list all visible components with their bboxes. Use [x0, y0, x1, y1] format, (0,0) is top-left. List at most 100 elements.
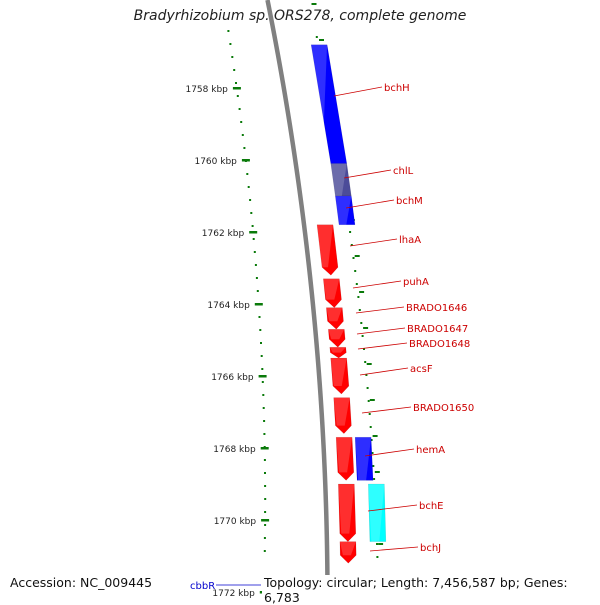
- gene-label-BRADO1650[interactable]: BRADO1650: [413, 403, 474, 414]
- gene-label-bchM[interactable]: bchM: [396, 196, 423, 207]
- gene-highlight: [368, 484, 385, 542]
- label-leader-bchE: [367, 504, 418, 512]
- gene-label-BRADO1647[interactable]: BRADO1647: [407, 324, 468, 335]
- gene-highlight: [355, 437, 372, 481]
- map-title: Bradyrhizobium sp. ORS278, complete geno…: [133, 8, 467, 24]
- minor-tick-dot: [354, 270, 357, 272]
- gene-highlight: [336, 437, 353, 473]
- gene-puhA[interactable]: [323, 278, 342, 308]
- minor-tick-dash: [354, 255, 360, 257]
- tick-dot: [233, 69, 236, 71]
- minor-tick-dot: [349, 231, 352, 233]
- minor-tick-dash: [374, 471, 380, 473]
- gene-acsF[interactable]: [330, 357, 350, 395]
- gene-label-BRADO1646[interactable]: BRADO1646: [406, 303, 467, 314]
- label-leader-hemA: [364, 448, 415, 457]
- tick-dot: [260, 342, 262, 344]
- minor-tick-dot: [367, 400, 370, 402]
- label-leader-lhaA: [349, 238, 398, 247]
- gene-label-bchE[interactable]: bchE: [419, 501, 444, 512]
- gene-highlight: [323, 278, 340, 300]
- tick-label: 1760 kbp: [194, 157, 237, 167]
- tick-dot: [264, 524, 267, 526]
- gene-BRADO1648[interactable]: [329, 346, 347, 359]
- label-leader-bchM: [345, 199, 395, 209]
- minor-tick-dash: [369, 399, 375, 401]
- tick-label: 1770 kbp: [214, 517, 257, 527]
- minor-tick-dot: [376, 543, 378, 545]
- gene-label-acsF[interactable]: acsF: [410, 364, 433, 375]
- gene-label-chlL[interactable]: chlL: [393, 166, 414, 177]
- gene-hemA-partner[interactable]: [354, 436, 374, 481]
- minor-tick-dot: [376, 556, 379, 558]
- minor-tick-dash: [319, 39, 324, 41]
- tick-dot: [256, 290, 259, 292]
- tick-dot: [231, 56, 234, 58]
- tick-dot: [236, 95, 239, 97]
- gene-bchJ[interactable]: [339, 541, 357, 564]
- tick-dot: [261, 381, 264, 383]
- minor-tick-dot: [350, 244, 353, 246]
- genome-summary: Topology: circular; Length: 7,456,587 bp…: [262, 575, 600, 605]
- tick-mark: [249, 231, 258, 234]
- tick-dot: [263, 433, 266, 435]
- tick-dot: [235, 82, 237, 84]
- label-leader-BRADO1646: [355, 306, 405, 314]
- gene-highlight: [338, 484, 355, 534]
- tick-dot: [263, 420, 266, 422]
- minor-tick-dot: [361, 335, 364, 337]
- gene-highlight: [333, 397, 350, 426]
- tick-dot: [227, 30, 230, 32]
- tick-dot: [254, 264, 257, 266]
- tick-dot: [240, 121, 243, 123]
- tick-dot: [251, 225, 254, 227]
- minor-tick-dot: [355, 283, 358, 285]
- minor-tick-dash: [311, 3, 317, 5]
- gene-highlight: [339, 541, 356, 556]
- tick-dot: [262, 407, 265, 409]
- gene-label-BRADO1648[interactable]: BRADO1648: [409, 339, 470, 350]
- minor-tick-dot: [357, 296, 360, 298]
- minor-tick-dot: [358, 309, 361, 311]
- gene-label-cbbR[interactable]: cbbR: [190, 581, 215, 592]
- tick-mark: [232, 87, 241, 90]
- tick-dot: [229, 43, 232, 45]
- label-leader-BRADO1647: [356, 327, 406, 335]
- gene-highlight: [329, 347, 346, 353]
- gene-label-lhaA[interactable]: lhaA: [399, 235, 421, 246]
- tick-dot: [262, 394, 265, 396]
- tick-label: 1772 kbp: [212, 589, 255, 599]
- minor-tick-dot: [369, 426, 372, 428]
- gene-lhaA[interactable]: [316, 224, 339, 276]
- gene-BRADO1650[interactable]: [333, 397, 352, 434]
- gene-hemA[interactable]: [335, 436, 355, 481]
- gene-BRADO1646[interactable]: [326, 307, 344, 330]
- tick-dot: [241, 134, 244, 136]
- gene-BRADO1647[interactable]: [328, 328, 346, 348]
- minor-tick-dash: [378, 543, 384, 545]
- tick-dot: [259, 329, 262, 331]
- tick-dot: [263, 537, 266, 539]
- minor-tick-dot: [366, 387, 369, 389]
- minor-tick-dash: [359, 291, 365, 293]
- gene-highlight: [330, 163, 347, 196]
- gene-label-hemA[interactable]: hemA: [416, 445, 445, 456]
- tick-dot: [260, 355, 263, 357]
- gene-bchE-rna[interactable]: [368, 483, 387, 542]
- tick-dot: [264, 472, 266, 474]
- gene-highlight: [330, 358, 347, 386]
- minor-tick-dot: [368, 413, 371, 415]
- tick-dot: [255, 277, 258, 279]
- tick-dot: [264, 498, 267, 500]
- tick-dot: [263, 550, 266, 552]
- gene-label-puhA[interactable]: puhA: [403, 277, 429, 288]
- tick-dot: [264, 511, 267, 513]
- gene-label-bchH[interactable]: bchH: [384, 83, 410, 94]
- minor-tick-dot: [373, 478, 376, 480]
- tick-mark: [258, 375, 267, 378]
- gene-label-bchJ[interactable]: bchJ: [420, 543, 441, 554]
- tick-mark: [241, 159, 250, 162]
- gene-bchM[interactable]: [335, 195, 356, 226]
- gene-bchE[interactable]: [338, 483, 357, 542]
